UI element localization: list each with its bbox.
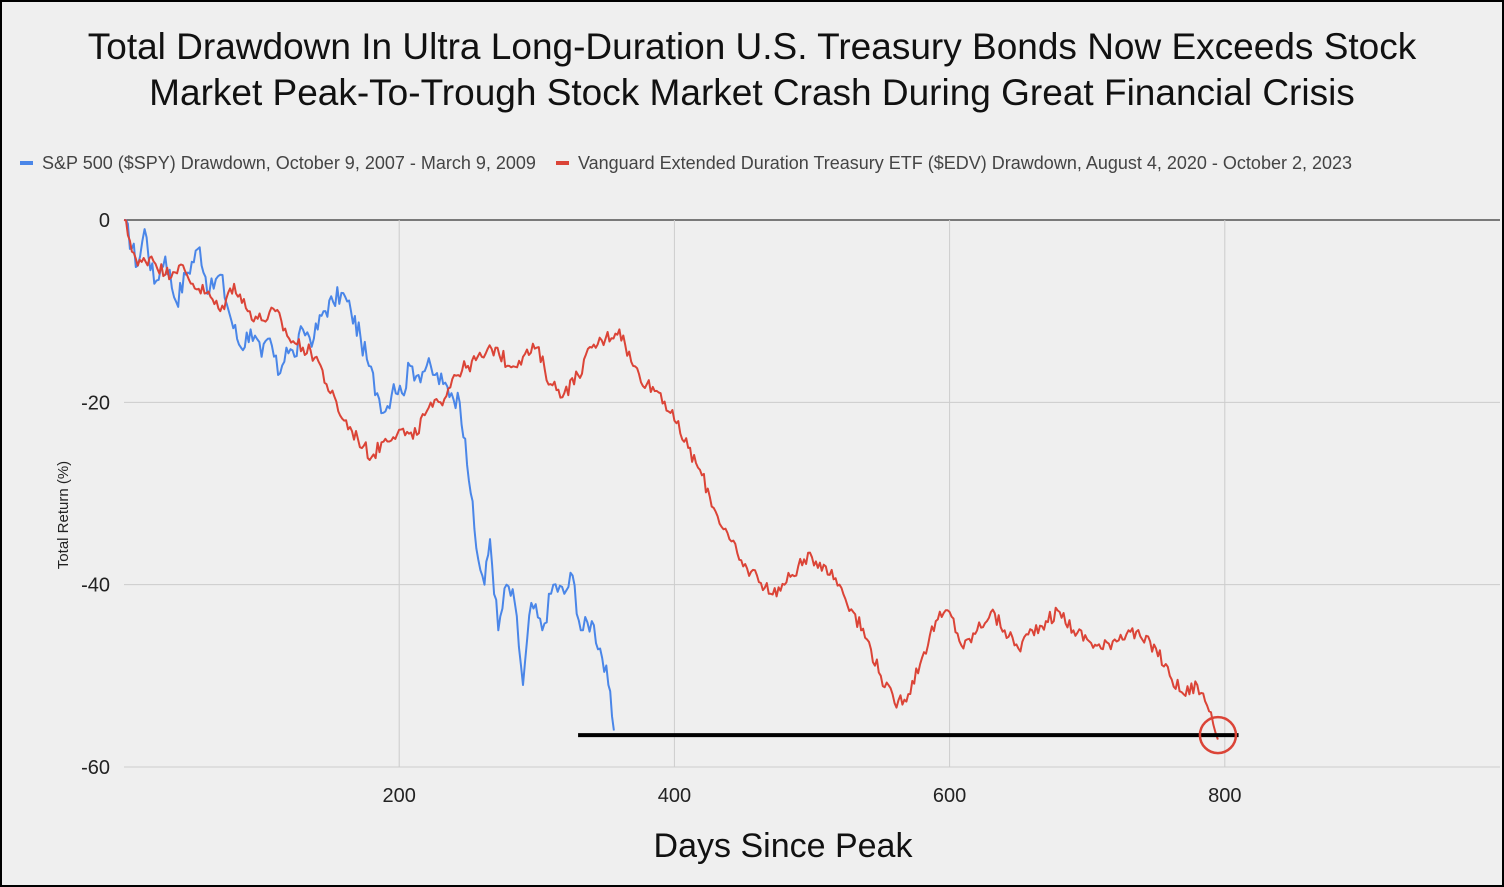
legend-item-spy: S&P 500 ($SPY) Drawdown, October 9, 2007… [20, 153, 536, 174]
y-tick-label: -60 [81, 757, 110, 779]
chart-title-line-2: Market Peak-To-Trough Stock Market Crash… [149, 72, 1355, 113]
series-line-edv [123, 219, 1219, 740]
legend-label-spy: S&P 500 ($SPY) Drawdown, October 9, 2007… [42, 152, 536, 173]
x-tick-label: 200 [383, 785, 416, 807]
legend-label-edv: Vanguard Extended Duration Treasury ETF … [577, 152, 1353, 173]
series-lines [123, 219, 1219, 740]
annotation-circle [1198, 715, 1238, 755]
legend-swatch-edv [555, 161, 569, 165]
grid-lines [124, 219, 1500, 768]
x-tick-label: 800 [1208, 785, 1241, 807]
axis-ticks: 0 -20 -40 -60 200 400 600 800 [81, 210, 1241, 807]
legend-item-edv: Vanguard Extended Duration Treasury ETF … [555, 152, 1353, 174]
y-tick-label: -20 [81, 392, 110, 414]
legend-swatch-spy [20, 161, 33, 165]
series-line-spy [124, 219, 615, 731]
annotations [578, 715, 1239, 755]
y-tick-label: 0 [99, 210, 110, 232]
x-axis-label: Days Since Peak [654, 827, 914, 865]
chart-legend: S&P 500 ($SPY) Drawdown, October 9, 2007… [20, 152, 1372, 174]
chart-title: Total Drawdown In Ultra Long-Duration U.… [2, 24, 1502, 116]
y-tick-label: -40 [81, 575, 110, 597]
x-tick-label: 400 [658, 785, 691, 807]
x-tick-label: 600 [933, 785, 966, 807]
y-axis-label: Total Return (%) [55, 461, 72, 569]
chart-title-line-1: Total Drawdown In Ultra Long-Duration U.… [87, 26, 1417, 67]
